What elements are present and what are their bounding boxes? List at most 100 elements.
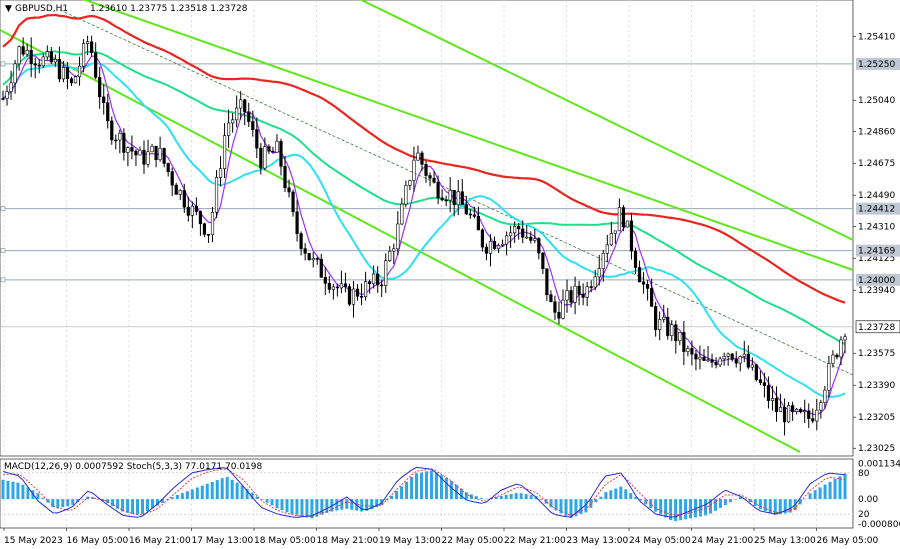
candle-body	[65, 67, 70, 79]
macd-histogram-bar	[594, 499, 598, 503]
candle-body	[754, 364, 758, 381]
candle-body	[339, 283, 344, 289]
candle-body	[460, 191, 464, 205]
candle-body	[150, 145, 154, 153]
macd-histogram-bar	[763, 499, 767, 512]
candle-body	[158, 148, 162, 161]
level-handle-icon[interactable]	[0, 206, 6, 212]
time-tick-label: 17 May 13:00	[192, 536, 254, 546]
macd-histogram-bar	[509, 494, 513, 500]
macd-histogram-bar	[768, 499, 772, 513]
candle-body	[388, 250, 392, 261]
candle-body	[609, 233, 613, 246]
macd-histogram-bar	[250, 492, 254, 500]
macd-histogram-bar	[405, 481, 409, 500]
candle-body	[307, 253, 311, 261]
macd-histogram-bar	[429, 470, 433, 500]
macd-histogram-bar	[175, 494, 179, 500]
dotted-trend-line[interactable]	[59, 9, 854, 376]
candle-body	[335, 286, 339, 289]
candle-body	[633, 250, 638, 268]
candle-body	[694, 353, 698, 360]
candle-body	[786, 405, 791, 423]
macd-histogram-bar	[121, 499, 125, 512]
candle-body	[154, 145, 158, 161]
candle-body	[94, 52, 98, 78]
macd-histogram-bar	[41, 497, 45, 500]
candle-body	[311, 258, 315, 261]
macd-histogram-bar	[699, 499, 703, 517]
macd-histogram-bar	[614, 488, 618, 500]
macd-histogram-bar	[743, 498, 747, 500]
macd-histogram-bar	[803, 498, 807, 500]
candle-body	[484, 246, 489, 254]
candle-body	[428, 175, 432, 179]
candle-body	[170, 171, 174, 186]
time-tick-label: 15 May 2023	[4, 536, 63, 546]
candle-body	[464, 204, 468, 215]
candle-body	[650, 288, 654, 307]
macd-histogram-bar	[788, 499, 792, 513]
candle-body	[283, 166, 287, 189]
candle-body	[327, 283, 331, 290]
indicator-tick-label: 0.00	[858, 495, 878, 505]
candle-body	[376, 273, 380, 286]
candle-body	[803, 410, 807, 413]
ohlc-values: 1.23610 1.23775 1.23518 1.23728	[90, 4, 248, 14]
macd-histogram-bar	[320, 499, 324, 515]
price-tick-label: 1.24125	[858, 254, 895, 264]
time-axis: 15 May 2023 16 May 05:00 16 May 21:00 17 Ma…	[3, 528, 878, 546]
macd-histogram-bar	[91, 497, 95, 500]
candle-body	[440, 197, 444, 201]
candle-body	[517, 226, 521, 230]
price-level-lines	[0, 61, 853, 328]
macd-histogram-bar	[828, 481, 832, 500]
macd-histogram-bar	[753, 499, 757, 506]
macd-histogram-bar	[410, 477, 414, 500]
channel-line[interactable]	[0, 29, 801, 453]
macd-histogram-bar	[514, 493, 518, 500]
candle-body	[476, 215, 480, 231]
price-tick-label: 1.23390	[858, 381, 895, 391]
candle-body	[537, 238, 541, 254]
candle-body	[545, 268, 549, 296]
candle-body	[593, 276, 597, 288]
candle-body	[214, 177, 219, 213]
candle-body	[368, 281, 372, 285]
ma-slow-line	[2, 50, 846, 345]
macd-histogram-bar	[420, 472, 424, 500]
macd-histogram-bar	[265, 499, 269, 503]
level-handle-icon[interactable]	[0, 248, 6, 254]
candle-body	[581, 294, 585, 298]
price-tick-label: 1.25040	[858, 96, 895, 106]
candle-body	[843, 336, 847, 341]
candle-body	[492, 241, 497, 249]
macd-histogram-bar	[773, 499, 777, 515]
channel-line[interactable]	[0, 0, 854, 271]
candle-body	[601, 253, 605, 269]
candle-body	[698, 356, 702, 360]
trend-channels	[0, 0, 854, 453]
candle-body	[682, 332, 686, 352]
candle-body	[597, 268, 601, 278]
macd-histogram-bar	[21, 484, 25, 500]
level-handle-icon[interactable]	[0, 277, 6, 283]
macd-histogram-bar	[758, 499, 762, 510]
channel-line[interactable]	[300, 0, 854, 241]
symbol-arrow-icon[interactable]: ▼	[5, 4, 12, 14]
macd-histogram-bar	[150, 499, 154, 509]
candle-body	[521, 228, 525, 238]
candle-body	[734, 359, 738, 364]
level-handle-icon[interactable]	[0, 61, 6, 67]
candle-body	[396, 223, 400, 250]
candle-body	[182, 190, 186, 208]
time-tick-label: 16 May 21:00	[129, 536, 191, 546]
candle-body	[146, 151, 150, 165]
macd-histogram-bar	[624, 489, 628, 500]
macd-histogram-bar	[370, 499, 374, 510]
candle-body	[762, 382, 767, 386]
candle-body	[61, 67, 66, 80]
candle-body	[351, 288, 356, 305]
candle-body	[549, 294, 553, 303]
macd-histogram-bar	[116, 499, 120, 509]
